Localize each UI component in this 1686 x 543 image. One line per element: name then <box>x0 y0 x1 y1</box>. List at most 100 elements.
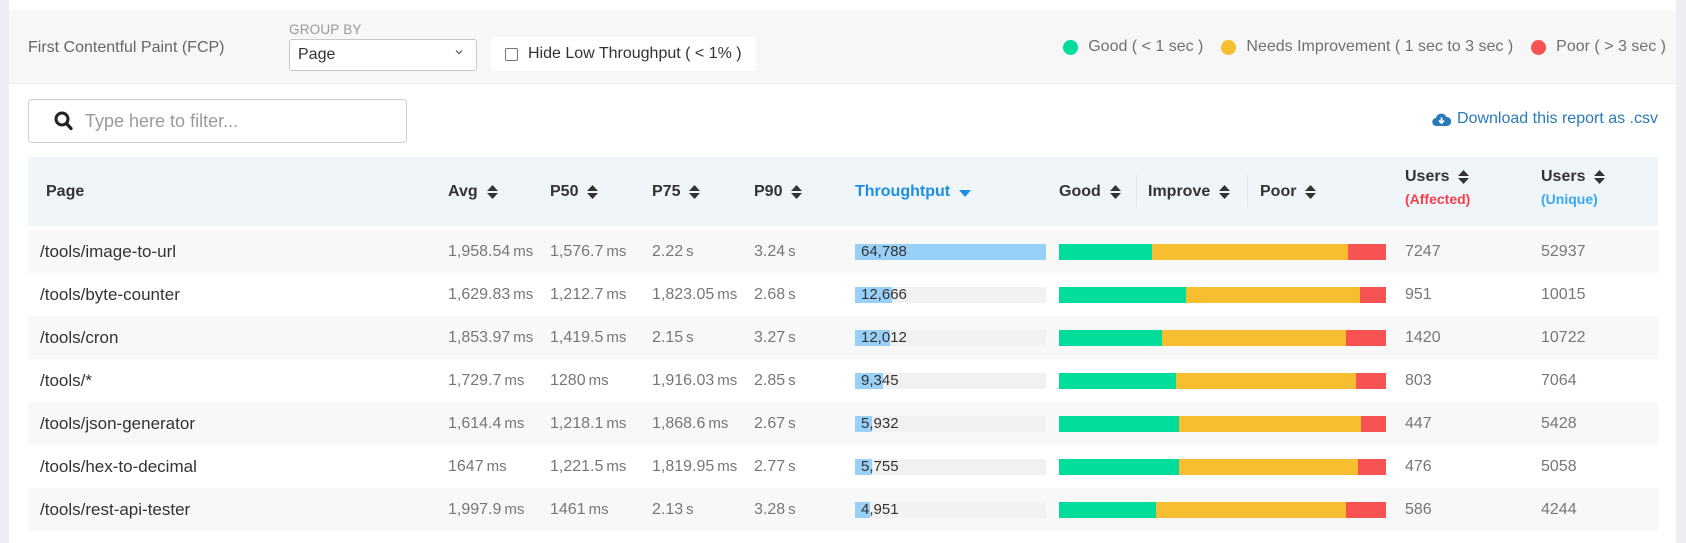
p50-value: 1,221.5 ms <box>550 445 626 488</box>
rating-distribution-bar <box>1059 459 1386 475</box>
sort-icon <box>1305 184 1317 199</box>
rating-distribution-bar <box>1059 287 1386 303</box>
avg: 1,614.4 <box>448 414 502 432</box>
good-segment <box>1059 287 1186 303</box>
p75-value: 2.22 s <box>652 230 694 273</box>
p75-value: 1,819.95 ms <box>652 445 737 488</box>
users-affected-value: 7247 <box>1405 242 1441 260</box>
rating-distribution-bar <box>1059 244 1386 260</box>
good-segment <box>1059 244 1152 260</box>
column-improve-label: Improve <box>1148 182 1211 200</box>
p50: 1,218.1 <box>550 414 604 432</box>
p75-unit: s <box>686 329 694 346</box>
improve-segment <box>1179 459 1358 475</box>
poor-segment <box>1347 244 1386 260</box>
page-path[interactable]: /tools/json-generator <box>40 413 195 433</box>
rating-distribution-bar <box>1059 416 1386 432</box>
throughput-value: 5,755 <box>861 458 899 475</box>
p50: 1461 <box>550 500 586 518</box>
throughput-bar-fill <box>855 502 870 518</box>
throughput-bar: 9,345 <box>855 372 1046 389</box>
table-row[interactable]: /tools/image-to-url 1,958.54 ms 1,576.7 ms… <box>28 230 1658 273</box>
users-affected-value: 476 <box>1405 457 1432 475</box>
filter-input[interactable] <box>85 110 385 132</box>
good-segment <box>1059 330 1162 346</box>
needs-improvement-dot-icon <box>1221 39 1237 55</box>
column-poor-label: Poor <box>1260 182 1297 200</box>
users-unique-sublabel: (Unique) <box>1541 191 1598 207</box>
p50-value: 1461 ms <box>550 488 609 531</box>
column-header-good[interactable]: Good <box>1059 157 1121 226</box>
filter-search-box[interactable] <box>28 99 407 143</box>
page-path[interactable]: /tools/* <box>40 370 92 390</box>
users-unique-value: 7064 <box>1541 371 1577 389</box>
p50-unit: ms <box>606 243 627 260</box>
throughput-value: 12,666 <box>861 286 907 303</box>
avg-value: 1,997.9 ms <box>448 488 524 531</box>
column-header-poor[interactable]: Poor <box>1260 157 1317 226</box>
users-unique-value: 10722 <box>1541 328 1586 346</box>
throughput-bar-fill <box>855 287 893 303</box>
users-unique-value: 5428 <box>1541 414 1577 432</box>
p75-value: 2.15 s <box>652 316 694 359</box>
good-segment <box>1059 373 1177 389</box>
column-header-avg[interactable]: Avg <box>448 157 498 226</box>
table-row[interactable]: /tools/json-generator 1,614.4 ms 1,218.1 m… <box>28 402 1658 445</box>
legend-poor-label: Poor ( > 3 sec ) <box>1556 38 1666 55</box>
hide-low-throughput-checkbox[interactable] <box>505 47 518 61</box>
good-dot-icon <box>1063 39 1079 55</box>
legend-poor: Poor ( > 3 sec ) <box>1531 38 1666 56</box>
search-icon <box>54 111 73 131</box>
throughput-bar: 5,932 <box>855 415 1046 432</box>
page-path[interactable]: /tools/rest-api-tester <box>40 499 191 519</box>
throughput-bar: 4,951 <box>855 501 1046 518</box>
table-row[interactable]: /tools/* 1,729.7 ms 1280 ms 1,916.03 ms 2.8… <box>28 359 1658 402</box>
column-header-p90[interactable]: P90 <box>754 157 803 226</box>
column-header-improve[interactable]: Improve <box>1148 157 1231 226</box>
poor-segment <box>1355 373 1386 389</box>
users-unique-value: 10015 <box>1541 285 1586 303</box>
page-path[interactable]: /tools/hex-to-decimal <box>40 456 197 476</box>
download-csv-link[interactable]: Download this report as .csv <box>1432 110 1658 128</box>
group-by-select[interactable]: Page <box>289 39 477 71</box>
throughput-bar-fill <box>855 373 883 389</box>
rating-distribution-bar <box>1059 502 1386 518</box>
users-affected-value: 586 <box>1405 500 1432 518</box>
column-header-throughput[interactable]: Throughtput <box>855 157 972 226</box>
column-header-users-unique[interactable]: Users (Unique) <box>1541 157 1606 226</box>
avg-unit: ms <box>513 329 534 346</box>
page-path[interactable]: /tools/image-to-url <box>40 241 177 261</box>
table-row[interactable]: /tools/byte-counter 1,629.83 ms 1,212.7 ms… <box>28 273 1658 316</box>
table-body: /tools/image-to-url 1,958.54 ms 1,576.7 ms… <box>28 230 1658 531</box>
p90: 3.28 <box>754 500 786 518</box>
column-header-p75[interactable]: P75 <box>652 157 701 226</box>
p75-value: 1,868.6 ms <box>652 402 728 445</box>
table-row[interactable]: /tools/hex-to-decimal 1647 ms 1,221.5 ms 1… <box>28 445 1658 488</box>
p50-unit: ms <box>606 458 627 475</box>
column-p50-label: P50 <box>550 182 579 200</box>
p50-value: 1,212.7 ms <box>550 273 626 316</box>
rating-distribution-bar <box>1059 330 1386 346</box>
page-path[interactable]: /tools/byte-counter <box>40 284 180 304</box>
sort-icon <box>689 184 701 199</box>
column-header-users-affected[interactable]: Users (Affected) <box>1405 157 1470 226</box>
p75: 1,823.05 <box>652 285 715 303</box>
avg-value: 1,853.97 ms <box>448 316 533 359</box>
throughput-value: 5,932 <box>861 415 899 432</box>
p90: 2.68 <box>754 285 786 303</box>
table-row[interactable]: /tools/rest-api-tester 1,997.9 ms 1461 ms … <box>28 488 1658 531</box>
p90-unit: s <box>788 415 796 432</box>
p75-unit: ms <box>717 458 738 475</box>
rating-distribution-bar <box>1059 373 1386 389</box>
page-path[interactable]: /tools/cron <box>40 327 119 347</box>
p75: 2.15 <box>652 328 684 346</box>
p50: 1,419.5 <box>550 328 604 346</box>
table-row[interactable]: /tools/cron 1,853.97 ms 1,419.5 ms 2.15 s 3… <box>28 316 1658 359</box>
hide-low-throughput-toggle[interactable]: Hide Low Throughput ( < 1% ) <box>491 37 756 71</box>
left-gutter <box>0 0 9 543</box>
poor-segment <box>1359 287 1386 303</box>
column-header-p50[interactable]: P50 <box>550 157 599 226</box>
p50-unit: ms <box>606 329 627 346</box>
users-affected-value: 447 <box>1405 414 1432 432</box>
p75-value: 2.13 s <box>652 488 694 531</box>
